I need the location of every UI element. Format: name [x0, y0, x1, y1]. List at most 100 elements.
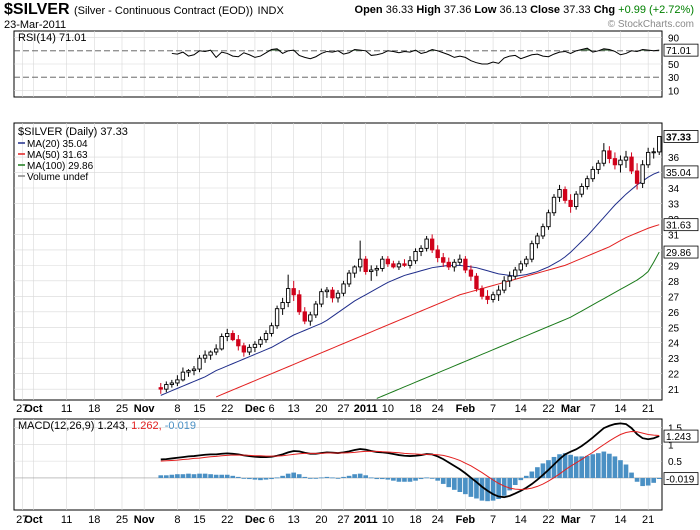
candle-up [258, 339, 263, 345]
macd-histogram-bar [485, 477, 490, 502]
macd-xtick-label: Mar [561, 514, 581, 526]
candle-up [225, 333, 230, 338]
candle-up [640, 164, 645, 184]
open-label: Open [354, 4, 383, 16]
candle-down [474, 275, 479, 290]
macd-xtick-label: 2011 [354, 514, 378, 526]
macd-xtick-label: 11 [61, 514, 72, 526]
macd-title-hist: -0.019 [165, 420, 196, 432]
price-last-tag [663, 165, 699, 179]
price-xtick-label: 24 [432, 403, 444, 415]
candle-down [429, 238, 435, 251]
macd-tick-label: 0.5 [668, 457, 682, 468]
candle-up [524, 258, 529, 265]
rsi-line [171, 47, 660, 65]
macd-histogram-bar [274, 477, 280, 479]
price-xtick-label: Feb [456, 403, 476, 415]
macd-xtick-label: 13 [288, 514, 300, 526]
price-tick-label: 26 [668, 308, 680, 319]
macd-histogram-bar [402, 477, 407, 482]
candle-up [191, 368, 197, 372]
legend-entry: MA(100) 29.86 [27, 161, 94, 172]
price-tick-label: 29 [668, 261, 680, 272]
macd-xtick-label: Nov [134, 514, 156, 526]
price-xtick-label: 6 [268, 403, 274, 415]
macd-histogram-bar [280, 475, 285, 478]
candle-down [330, 289, 335, 299]
macd-histogram-bar [446, 477, 452, 488]
macd-histogram-bar [213, 474, 219, 478]
candle-down [385, 258, 391, 265]
macd-histogram-bar [407, 477, 413, 482]
price-last-tag [663, 245, 699, 259]
candle-up [551, 196, 557, 214]
candle-up [335, 292, 341, 299]
macd-histogram-bar [584, 455, 590, 478]
price-tick-label: 33 [668, 199, 680, 210]
macd-histogram-bar [651, 477, 657, 483]
macd-histogram-bar [579, 456, 585, 478]
macd-xtick-label: 15 [193, 514, 205, 526]
candle-down [435, 249, 440, 259]
candle-up [197, 357, 202, 370]
macd-xtick-label: 22 [221, 514, 233, 526]
price-last-value: 31.63 [666, 221, 691, 232]
macd-histogram-bar [219, 474, 225, 478]
macd-histogram-bar [656, 477, 662, 480]
chart-date: 23-Mar-2011 [4, 19, 67, 31]
macd-histogram-bar [208, 474, 213, 478]
macd-last-tag [663, 429, 699, 443]
macd-histogram-bar [595, 453, 601, 478]
candle-up [263, 333, 269, 341]
candle-up [645, 151, 651, 166]
candle-up [324, 289, 330, 293]
price-tick-label: 36 [668, 153, 680, 164]
exchange: INDX [257, 5, 284, 17]
candle-up [518, 263, 523, 271]
macd-histogram-bar [230, 475, 236, 478]
price-xtick-label: 27 [16, 403, 28, 415]
candle-up [413, 250, 418, 262]
candle-up [186, 370, 191, 373]
macd-histogram-bar [629, 472, 634, 478]
macd-histogram-bar [296, 474, 302, 478]
candle-down [297, 294, 302, 313]
macd-xtick-label: 7 [590, 514, 596, 526]
macd-histogram-bar [634, 477, 640, 482]
price-xtick-label: Oct [24, 403, 43, 415]
macd-histogram-bar [507, 477, 513, 491]
macd-histogram-bar [590, 454, 596, 478]
macd-title-signal: 1.262, [131, 420, 165, 432]
candle-up [369, 269, 374, 273]
macd-histogram-bar [302, 476, 308, 478]
macd-histogram-bar [385, 477, 391, 480]
candle-up [657, 136, 662, 153]
candle-down [236, 339, 241, 347]
candle-up [164, 384, 169, 390]
candle-up [496, 289, 501, 296]
macd-histogram-bar [440, 477, 446, 484]
price-xtick-label: 18 [409, 403, 421, 415]
candle-down [291, 288, 296, 296]
price-xtick-label: Mar [561, 403, 581, 415]
candle-up [490, 294, 496, 300]
macd-histogram-bar [291, 472, 297, 478]
candle-down [241, 345, 247, 353]
candle-up [540, 226, 546, 237]
close-value: 37.33 [563, 4, 591, 16]
chg-label: Chg [593, 4, 616, 16]
macd-histogram-bar [313, 477, 319, 479]
high-label: High [416, 4, 441, 16]
rsi-tick-label: 10 [668, 86, 680, 97]
candle-up [285, 288, 291, 303]
candle-up [601, 150, 607, 164]
macd-histogram-bar [474, 477, 479, 499]
candle-up [396, 263, 402, 268]
price-last-value: 35.04 [666, 168, 691, 179]
macd-histogram-bar [535, 467, 540, 478]
rsi-tick-label: 30 [668, 73, 680, 84]
price-tick-label: 31 [668, 230, 680, 241]
candle-up [507, 275, 512, 282]
candle-up [501, 280, 507, 291]
candle-down [402, 263, 407, 266]
